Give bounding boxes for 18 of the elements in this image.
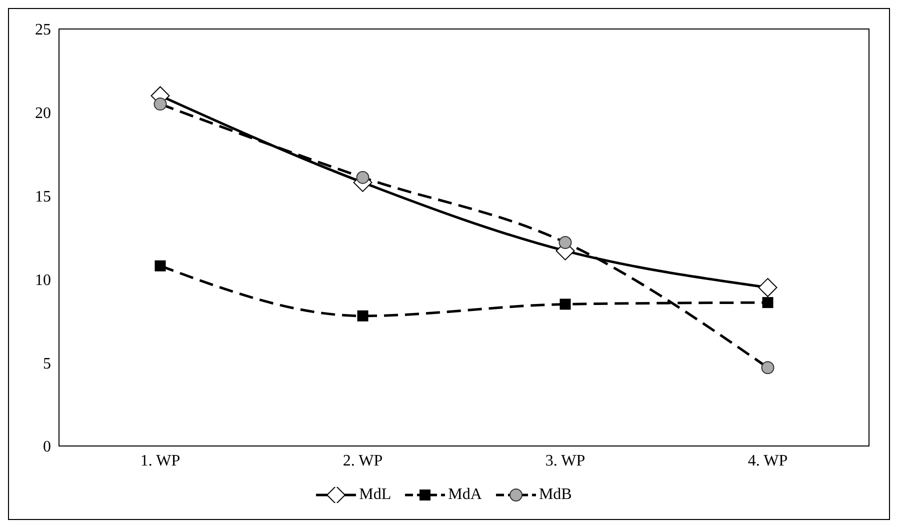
y-tick-label: 25 (35, 22, 51, 39)
legend-label: MdB (538, 486, 572, 504)
x-tick-label: 1. WP (140, 452, 180, 470)
x-tick-label: 2. WP (342, 452, 383, 470)
point (357, 310, 368, 322)
point (560, 298, 571, 310)
y-tick-label: 15 (35, 188, 51, 206)
x-tick-label: 3. WP (545, 452, 586, 470)
point (154, 260, 166, 272)
y-tick-label: 10 (35, 272, 51, 289)
point (758, 278, 778, 298)
x-tick-label: 4. WP (748, 452, 788, 470)
y-tick-label: 20 (35, 105, 51, 122)
legend-label: MdA (448, 486, 482, 504)
y-tick-label: 5 (43, 355, 51, 372)
point (762, 297, 774, 308)
legend-label: MdL (359, 486, 392, 504)
y-tick-label: 0 (43, 438, 51, 456)
